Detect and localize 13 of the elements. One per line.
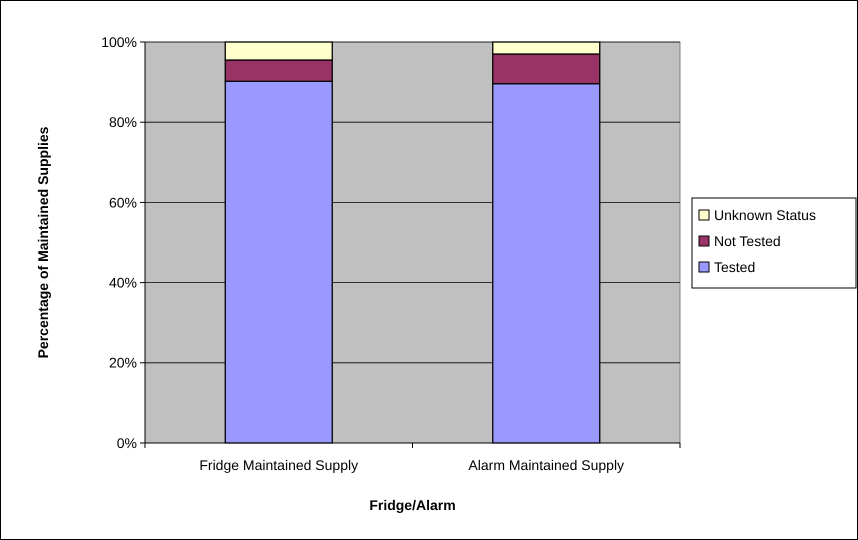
y-axis-title: Percentage of Maintained Supplies bbox=[35, 126, 51, 358]
x-axis-title: Fridge/Alarm bbox=[369, 497, 456, 513]
y-tick-label: 40% bbox=[108, 274, 137, 290]
legend-label: Tested bbox=[714, 258, 756, 275]
y-tick-label: 100% bbox=[101, 34, 137, 50]
legend-label: Not Tested bbox=[714, 232, 781, 249]
y-tick-label: 0% bbox=[116, 434, 137, 451]
x-tick-label: Alarm Maintained Supply bbox=[468, 457, 624, 473]
legend-label: Unknown Status bbox=[714, 206, 816, 223]
y-tick-label: 60% bbox=[108, 194, 137, 210]
x-tick-label: Fridge Maintained Supply bbox=[199, 457, 358, 473]
y-tick-label: 80% bbox=[108, 114, 137, 130]
y-tick-label: 20% bbox=[108, 354, 137, 371]
